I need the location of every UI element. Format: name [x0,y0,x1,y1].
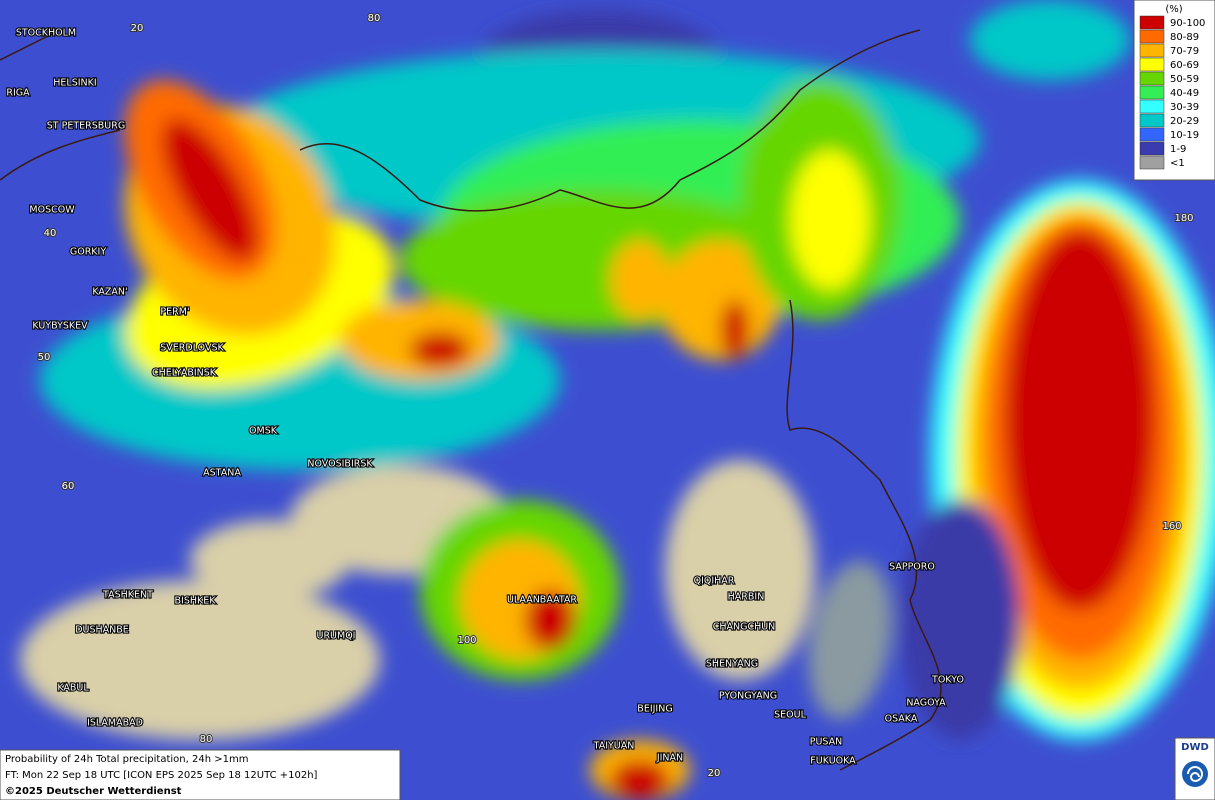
city-label: DUSHANBE [75,625,129,636]
grid-label: 160 [1162,521,1181,532]
legend-label: 60-69 [1170,60,1199,71]
city-label: SAPPORO [889,562,935,573]
city-label: ULAANBAATAR [507,595,577,606]
precip-area [660,240,780,360]
precip-area [410,332,470,368]
legend-label: 10-19 [1170,130,1199,141]
logo-box [1174,737,1215,801]
city-label: KABUL [57,683,89,694]
city-label: TAIYUAN [593,741,635,752]
precipitation-field [20,0,1215,800]
city-label: FUKUOKA [810,756,856,767]
footer-text: ©2025 Deutscher Wetterdienst [5,786,182,797]
grid-label: 80 [200,734,213,745]
city-label: PUSAN [810,737,843,748]
city-label: SVERDLOVSK [160,343,224,354]
city-label: BEIJING [637,704,672,715]
coastline [0,29,121,181]
city-label: RIGA [6,88,30,99]
legend-label: 20-29 [1170,116,1199,127]
city-label: ISLAMABAD [87,718,143,729]
city-label: STOCKHOLM [16,28,76,39]
legend-label: 70-79 [1170,46,1199,57]
legend-unit: (%) [1165,4,1182,15]
city-label: URUMQI [317,631,356,642]
grid-label: 20 [708,768,721,779]
legend-swatch [1139,71,1165,86]
precip-area [610,760,670,800]
city-label: OMSK [249,426,278,437]
city-label: QIQIHAR [694,576,735,587]
city-label: PERM' [160,307,189,318]
legend-swatch [1139,57,1165,72]
legend-label: 90-100 [1170,18,1205,29]
city-label: ASTANA [203,468,241,479]
legend-label: 80-89 [1170,32,1199,43]
legend-swatch [1139,85,1165,100]
legend-swatch [1139,155,1165,170]
precip-area [900,500,1020,740]
footer-text: Probability of 24h Total precipitation, … [5,754,248,765]
city-label: ST PETERSBURG [47,121,125,132]
city-label: NAGOYA [906,698,946,709]
city-label: KUYBYSKEV [32,321,88,332]
city-label: NOVOSIBIRSK [307,459,373,470]
city-label: CHELYABINSK [152,368,217,379]
grid-label: 180 [1174,213,1193,224]
coastline [786,299,942,771]
precip-area [610,240,670,320]
city-label: GORKIY [70,247,106,258]
precip-area [808,560,892,720]
precip-area [20,580,380,740]
legend-swatch [1139,29,1165,44]
city-label: CHANGCHUN [713,622,776,633]
city-label: PYONGYANG [719,691,777,702]
legend-label: 40-49 [1170,88,1199,99]
city-label: TASHKENT [102,590,153,601]
footer-text: FT: Mon 22 Sep 18 UTC [ICON EPS 2025 Sep… [5,770,318,781]
grid-label: 60 [62,481,75,492]
grid-label: 20 [131,23,144,34]
precip-area [790,150,870,290]
logo-text: DWD [1181,742,1209,753]
legend-swatch [1139,15,1165,30]
precip-area [162,119,258,261]
precip-area [1005,230,1155,610]
legend-swatch [1139,141,1165,156]
legend-swatch [1139,127,1165,142]
city-label: MOSCOW [29,205,75,216]
city-label: HELSINKI [53,78,96,89]
footer-box [0,749,401,801]
city-label: OSAKA [885,714,918,725]
precip-area [721,300,749,360]
precip-area [525,590,575,650]
legend-swatch [1139,113,1165,128]
legend-label: <1 [1170,158,1185,169]
legend-swatch [1139,99,1165,114]
legend-label: 1-9 [1170,144,1186,155]
grid-label: 40 [44,228,57,239]
city-label: JINAN [656,753,683,764]
grid-label: 80 [368,13,381,24]
precip-area [190,520,350,600]
city-label: SHENYANG [706,659,758,670]
coastline [299,29,921,212]
legend-label: 50-59 [1170,74,1199,85]
legend: (%) 90-100 80-89 70-79 60-69 50-59 40-49 30-39… [1133,0,1215,181]
precip-area [970,0,1130,80]
legend-label: 30-39 [1170,102,1199,113]
city-label: BISHKEK [175,596,217,607]
city-label: SEOUL [774,710,806,721]
city-label: KAZAN' [92,287,127,298]
coastlines [0,29,942,771]
grid-label: 100 [457,635,476,646]
city-label: TOKYO [931,675,964,686]
legend-swatch [1139,43,1165,58]
logo-swirl [1187,766,1203,783]
grid-label: 50 [38,352,51,363]
precip-area [665,460,815,680]
city-label: HARBIN [728,592,765,603]
